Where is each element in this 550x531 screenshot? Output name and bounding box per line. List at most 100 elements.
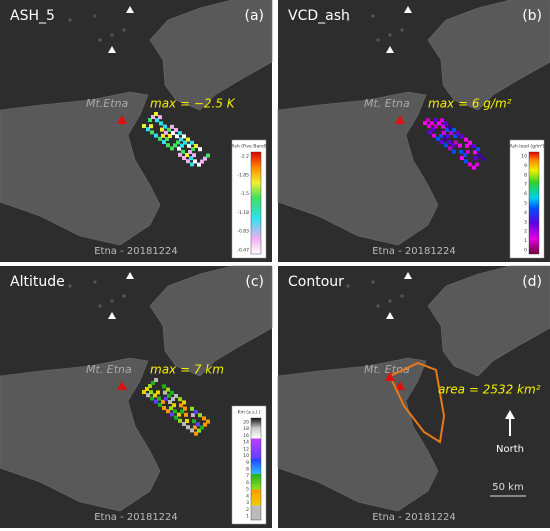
ash-pixel — [197, 162, 201, 167]
ash-pixel — [190, 406, 194, 411]
ash-pixel — [160, 127, 164, 132]
ash-pixel — [446, 134, 450, 138]
ash-pixel — [430, 121, 434, 126]
ash-pixel — [167, 127, 171, 132]
ash-pixel — [464, 137, 468, 142]
ash-pixel — [192, 419, 196, 424]
volcano-marker — [126, 272, 134, 279]
ash-pixel — [197, 428, 201, 433]
colorbar-tick-label: 9 — [246, 460, 249, 466]
colorbar-tick-label: 7 — [246, 473, 249, 479]
colorbar-scale — [250, 151, 262, 255]
colorbar-tick-label: 12 — [243, 446, 249, 452]
island — [346, 284, 350, 288]
ash-pixel — [154, 112, 158, 116]
scale-label: 50 km — [492, 482, 523, 493]
ash-pixel — [206, 419, 210, 424]
ash-pixel — [476, 147, 480, 152]
ash-pixel — [171, 131, 175, 135]
ash-pixel — [465, 143, 469, 148]
island — [371, 14, 375, 18]
island — [371, 280, 375, 284]
volcano-marker — [108, 312, 116, 319]
north-arrow-head — [505, 410, 515, 419]
ash-pixel — [468, 140, 472, 145]
etna-marker — [117, 381, 127, 390]
annotation: max = 6 g/m² — [428, 97, 512, 111]
ash-pixel — [154, 399, 158, 404]
ash-pixel — [174, 415, 178, 420]
volcano-marker — [386, 46, 394, 53]
island — [376, 304, 380, 308]
ash-pixel — [453, 134, 457, 139]
land-calabria — [427, 265, 550, 377]
ash-pixel — [187, 143, 191, 148]
ash-pixel — [463, 153, 467, 157]
ash-pixel — [449, 131, 453, 135]
panel-letter: (b) — [522, 8, 542, 24]
ash-pixel — [168, 134, 172, 138]
ash-pixel — [443, 137, 447, 141]
ash-pixel — [200, 159, 204, 164]
panel: VCD_ash (b) Mt. Etna Etna - 20181224 max = 6… — [277, 0, 550, 262]
ash-pixel — [198, 147, 202, 152]
footer: Etna - 20181224 — [94, 246, 178, 257]
ash-pixel — [459, 149, 463, 154]
colorbar-tick-label: 0 — [524, 248, 527, 254]
ash-pixel — [444, 121, 448, 126]
annotation: max = −2.5 K — [150, 97, 236, 111]
ash-pixel — [440, 140, 444, 144]
island — [122, 294, 126, 298]
colorbar-tick-label: -0.83 — [237, 229, 249, 235]
volcano-label: Mt. Etna — [364, 97, 410, 110]
ash-pixel — [178, 131, 182, 136]
volcano-marker — [404, 272, 412, 279]
colorbar-tick-label: 6 — [524, 191, 527, 197]
ash-pixel — [185, 419, 189, 423]
ash-pixel — [190, 140, 194, 145]
ash-pixel — [186, 425, 190, 430]
island — [388, 299, 392, 303]
colorbar-tick-label: -1.85 — [237, 172, 249, 178]
annotation: area = 2532 km² — [438, 383, 541, 397]
ash-pixel — [148, 118, 152, 122]
ash-pixel — [473, 150, 477, 155]
panel-letter: (d) — [522, 274, 542, 290]
volcano-marker — [404, 6, 412, 13]
ash-pixel — [441, 124, 445, 129]
ash-pixel — [188, 150, 192, 154]
ash-pixel — [477, 153, 481, 158]
ash-pixel — [193, 159, 197, 164]
ash-pixel — [468, 162, 472, 167]
ash-pixel — [439, 133, 443, 138]
ash-pixel — [451, 143, 455, 148]
ash-pixel — [164, 396, 168, 401]
ash-pixel — [448, 146, 452, 151]
ash-pixel — [173, 409, 177, 414]
ash-pixel — [149, 390, 153, 395]
ash-pixel — [178, 418, 182, 423]
ash-pixel — [162, 384, 166, 389]
footer: Etna - 20181224 — [372, 512, 456, 523]
ash-pixel — [163, 390, 167, 395]
north-label: North — [496, 444, 524, 455]
colorbar-tick-label: -1.18 — [237, 210, 249, 216]
ash-pixel — [189, 156, 193, 161]
ash-pixel — [166, 409, 170, 414]
ash-pixel — [191, 413, 195, 417]
ash-pixel — [156, 390, 160, 395]
ash-pixel — [194, 410, 198, 414]
ash-pixel — [151, 381, 155, 385]
panel-letter: (c) — [245, 274, 264, 290]
island — [346, 18, 350, 22]
ash-pixel — [146, 393, 150, 398]
ash-pixel — [150, 130, 154, 135]
colorbar-tick-label: 2 — [524, 229, 527, 235]
island — [400, 294, 404, 298]
ash-pixel — [183, 140, 187, 145]
ash-pixel — [161, 133, 165, 138]
island — [93, 14, 97, 18]
land-sicily — [0, 357, 161, 512]
